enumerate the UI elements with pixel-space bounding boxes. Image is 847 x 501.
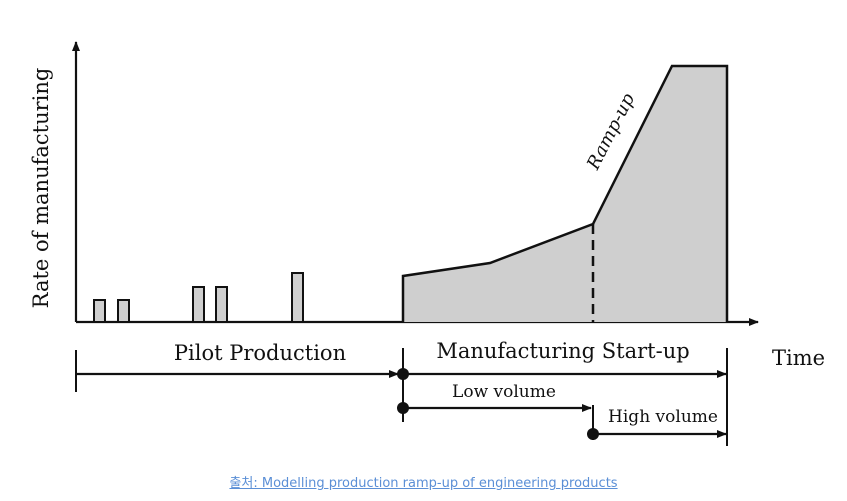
pilot-production-label: Pilot Production xyxy=(174,341,346,365)
ramp-up-diagram: Rate of manufacturing Time Ramp-up Pilot… xyxy=(29,41,825,446)
pilot-batch-bar xyxy=(192,286,205,323)
pilot-batch-bar xyxy=(291,272,304,323)
startup-label: Manufacturing Start-up xyxy=(436,339,689,363)
pilot-batch-bar xyxy=(215,286,228,323)
y-axis-label: Rate of manufacturing xyxy=(29,68,53,309)
x-axis-label: Time xyxy=(772,346,825,370)
source-caption-link[interactable]: 출처: Modelling production ramp-up of engi… xyxy=(229,476,618,491)
ramp-up-area xyxy=(403,66,727,322)
pilot-batch-bar xyxy=(93,299,106,323)
pilot-batch-bar xyxy=(117,299,130,323)
low-volume-label: Low volume xyxy=(452,382,556,402)
high-volume-label: High volume xyxy=(608,407,718,427)
